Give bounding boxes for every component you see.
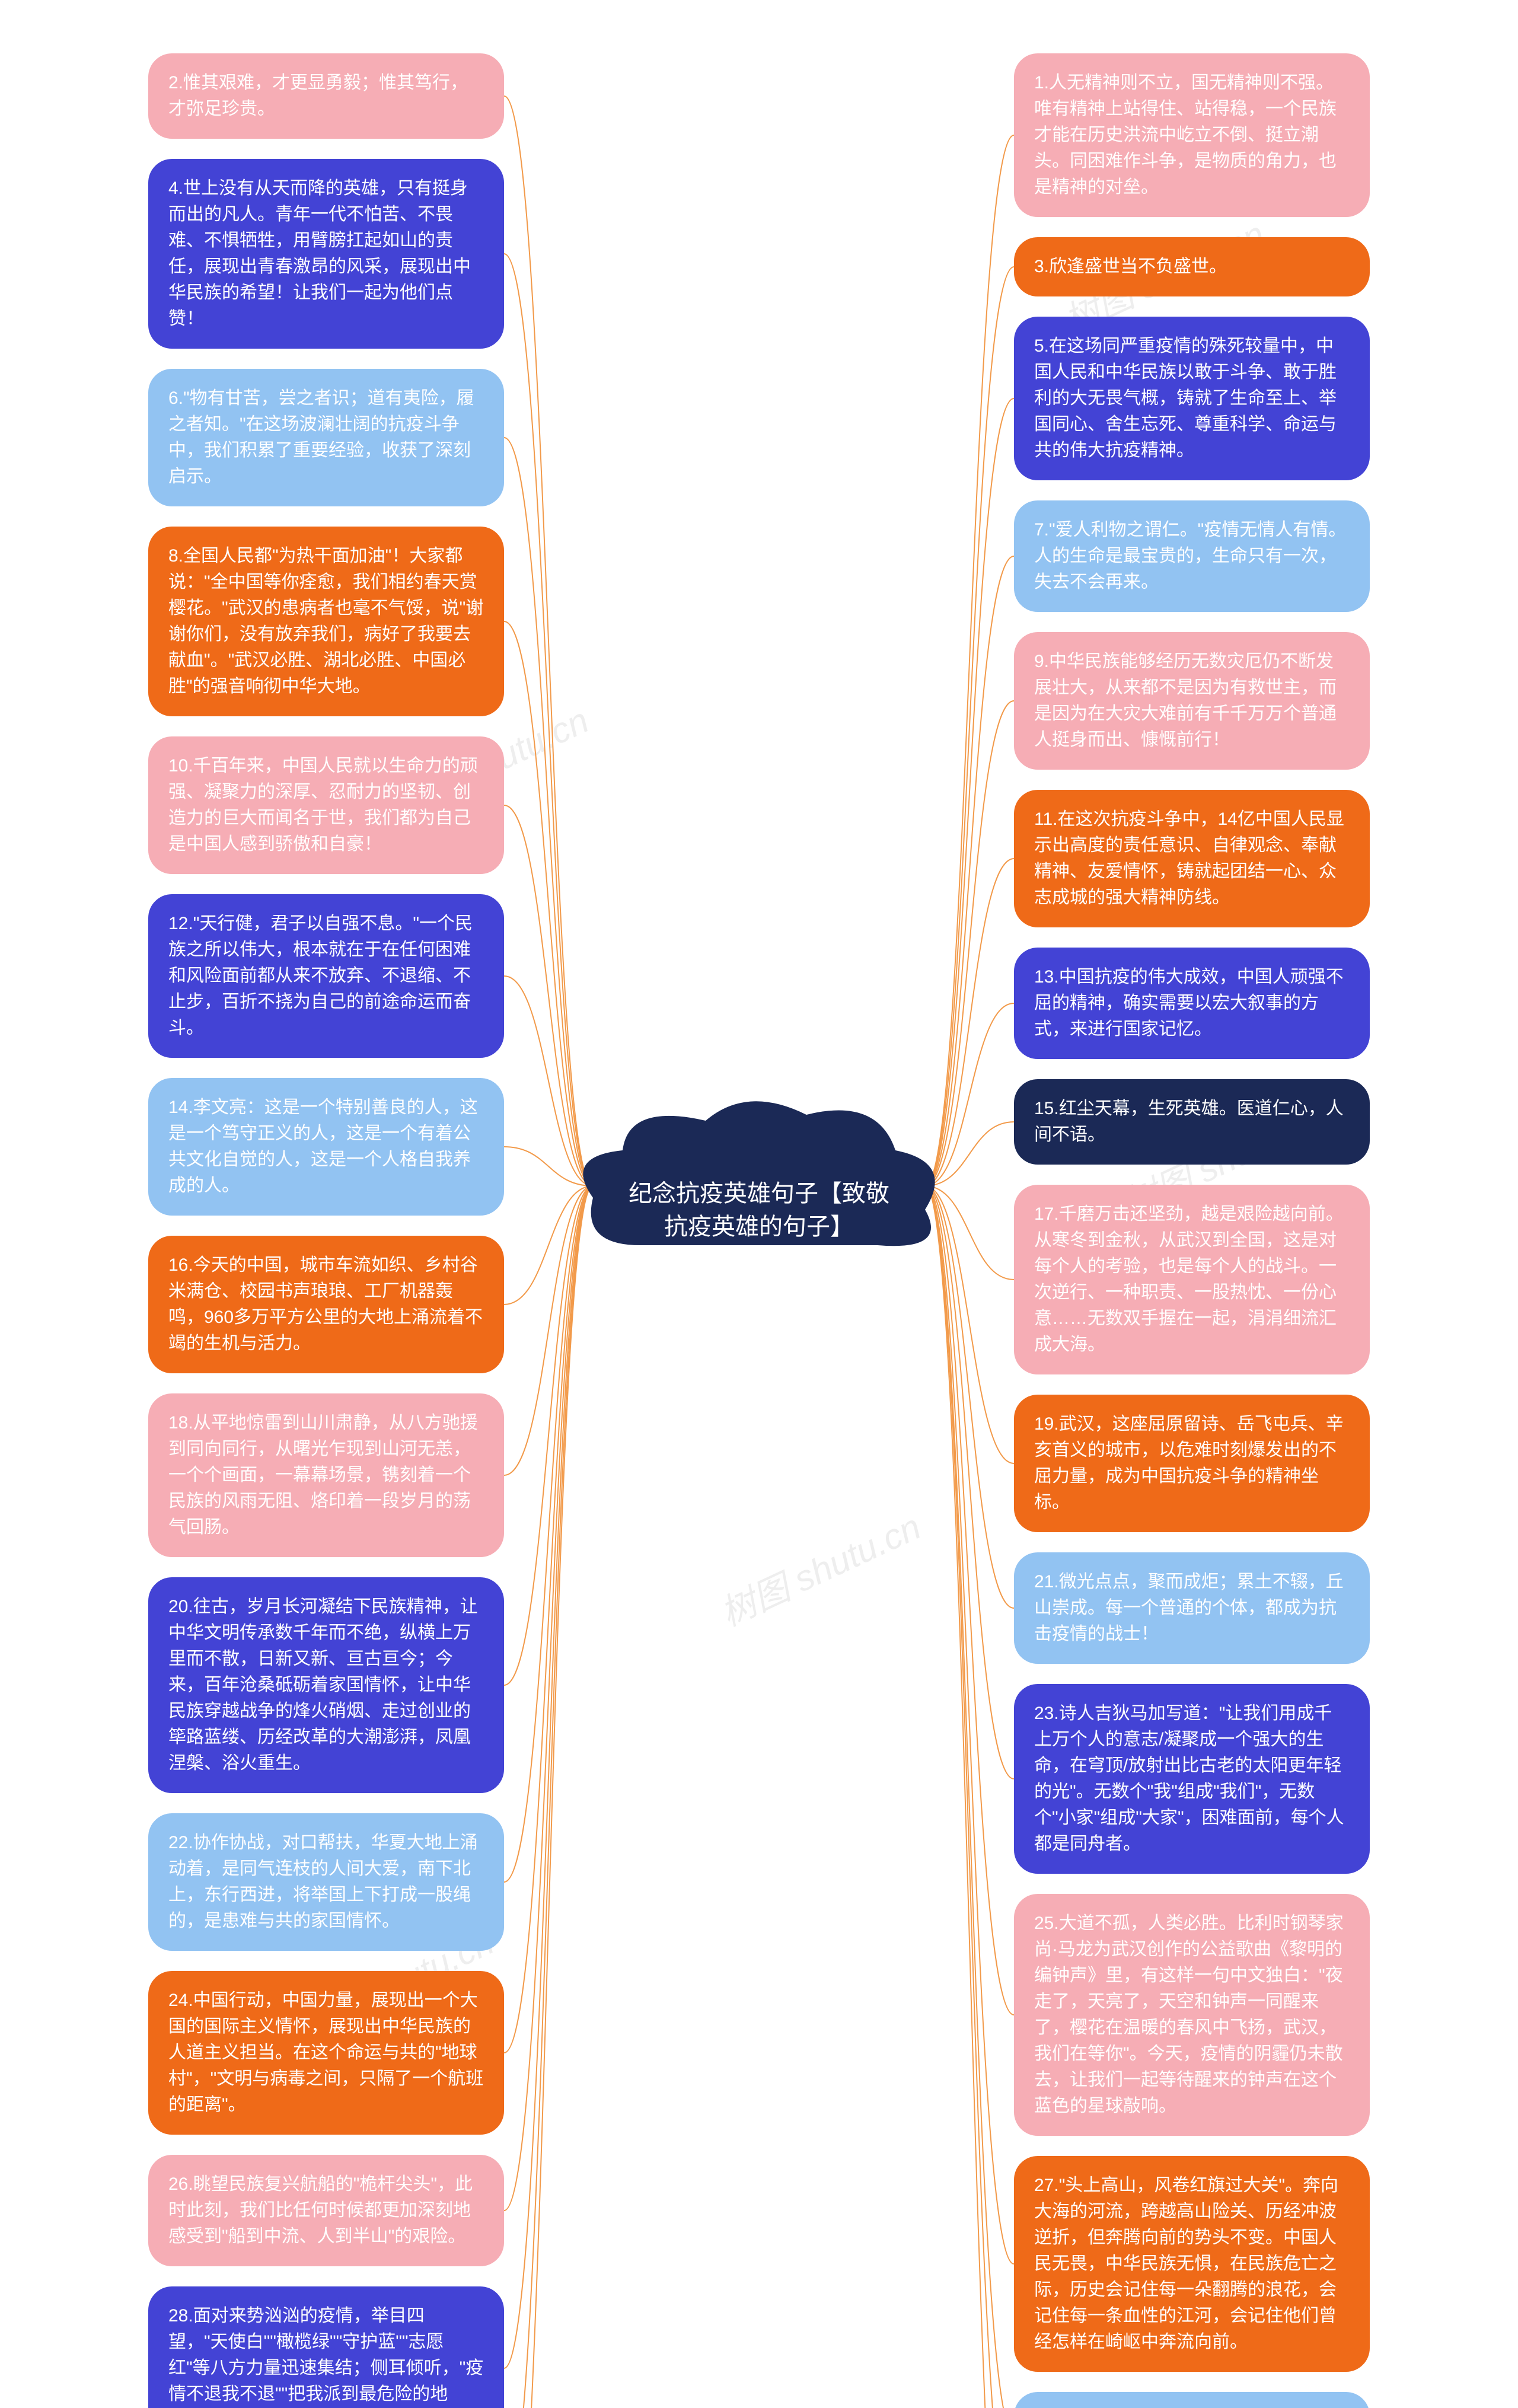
mindmap-node: 21.微光点点，聚而成炬；累土不辍，丘山崇成。每一个普通的个体，都成为抗击疫情的… <box>1014 1552 1370 1664</box>
mindmap-node: 18.从平地惊雷到山川肃静，从八方驰援到同向同行，从曙光乍现到山河无恙，一个个画… <box>148 1393 504 1557</box>
connector <box>504 438 593 1186</box>
connector <box>925 1186 1014 2408</box>
mindmap-node: 29.虽然我们这个城市失去了往日的活泼，但人间的温暖比昔日更加浓烈。 <box>1014 2392 1370 2408</box>
connector <box>925 1186 1014 2264</box>
connector <box>925 1186 1014 2408</box>
connector <box>925 1186 1014 2015</box>
connector <box>925 135 1014 1186</box>
connector <box>504 1186 593 2408</box>
mindmap-node: 6."物有甘苦，尝之者识；道有夷险，履之者知。"在这场波澜壮阔的抗疫斗争中，我们… <box>148 369 504 506</box>
mindmap-node: 12."天行健，君子以自强不息。"一个民族之所以伟大，根本就在于在任何困难和风险… <box>148 894 504 1058</box>
mindmap-node: 7."爱人利物之谓仁。"疫情无情人有情。人的生命是最宝贵的，生命只有一次，失去不… <box>1014 500 1370 612</box>
mindmap-node: 23.诗人吉狄马加写道："让我们用成千上万个人的意志/凝聚成一个强大的生命，在穹… <box>1014 1684 1370 1874</box>
connector <box>925 267 1014 1186</box>
mindmap-node: 19.武汉，这座屈原留诗、岳飞屯兵、辛亥首义的城市，以危难时刻爆发出的不屈力量，… <box>1014 1395 1370 1532</box>
center-title: 纪念抗疫英雄句子【致敬抗疫英雄的句子】 <box>569 1177 949 1243</box>
connector <box>504 96 593 1186</box>
mindmap-node: 28.面对来势汹汹的疫情，举目四望，"天使白""橄榄绿""守护蓝""志愿红"等八… <box>148 2286 504 2408</box>
mindmap-node: 13.中国抗疫的伟大成效，中国人顽强不屈的精神，确实需要以宏大叙事的方式，来进行… <box>1014 948 1370 1059</box>
connector <box>504 1186 593 2053</box>
mindmap-node: 11.在这次抗疫斗争中，14亿中国人民显示出高度的责任意识、自律观念、奉献精神、… <box>1014 790 1370 927</box>
watermark: 树图 shutu.cn <box>711 1498 928 1636</box>
connector <box>504 254 593 1186</box>
mindmap-node: 25.大道不孤，人类必胜。比利时钢琴家尚·马龙为武汉创作的公益歌曲《黎明的编钟声… <box>1014 1894 1370 2136</box>
mindmap-node: 10.千百年来，中国人民就以生命力的顽强、凝聚力的深厚、忍耐力的坚韧、创造力的巨… <box>148 736 504 874</box>
mindmap-node: 1.人无精神则不立，国无精神则不强。唯有精神上站得住、站得稳，一个民族才能在历史… <box>1014 53 1370 217</box>
mindmap-canvas: 树图 shutu.cn树图 shutu.cn树图 shutu.cn树图 shut… <box>0 0 1518 2408</box>
connector <box>504 1186 593 2368</box>
mindmap-node: 3.欣逢盛世当不负盛世。 <box>1014 237 1370 296</box>
mindmap-node: 17.千磨万击还坚劲，越是艰险越向前。从寒冬到金秋，从武汉到全国，这是对每个人的… <box>1014 1185 1370 1374</box>
mindmap-node: 8.全国人民都"为热干面加油"！大家都说："全中国等你痊愈，我们相约春天赏樱花。… <box>148 527 504 716</box>
mindmap-node: 27."头上高山，风卷红旗过大关"。奔向大海的河流，跨越高山险关、历经冲波逆折，… <box>1014 2156 1370 2372</box>
mindmap-node: 9.中华民族能够经历无数灾厄仍不断发展壮大，从来都不是因为有救世主，而是因为在大… <box>1014 632 1370 770</box>
connector <box>925 398 1014 1186</box>
connector <box>925 1186 1014 2408</box>
mindmap-node: 26.眺望民族复兴航船的"桅杆尖头"，此时此刻，我们比任何时候都更加深刻地感受到… <box>148 2155 504 2266</box>
connector <box>504 1186 593 2211</box>
mindmap-node: 15.红尘天幕，生死英雄。医道仁心，人间不语。 <box>1014 1079 1370 1165</box>
center-cloud: 纪念抗疫英雄句子【致敬抗疫英雄的句子】 <box>569 1091 949 1281</box>
mindmap-node: 14.李文亮：这是一个特别善良的人，这是一个笃守正义的人，这是一个有着公共文化自… <box>148 1078 504 1216</box>
right-column: 1.人无精神则不立，国无精神则不强。唯有精神上站得住、站得稳，一个民族才能在历史… <box>1014 53 1370 2408</box>
connector <box>504 1186 593 1882</box>
mindmap-node: 5.在这场同严重疫情的殊死较量中，中国人民和中华民族以敢于斗争、敢于胜利的大无畏… <box>1014 317 1370 480</box>
mindmap-node: 2.惟其艰难，才更显勇毅；惟其笃行，才弥足珍贵。 <box>148 53 504 139</box>
mindmap-node: 16.今天的中国，城市车流如织、乡村谷米满仓、校园书声琅琅、工厂机器轰鸣，960… <box>148 1236 504 1373</box>
connector <box>504 1186 593 2408</box>
mindmap-node: 22.协作协战，对口帮扶，华夏大地上涌动着，是同气连枝的人间大爱，南下北上，东行… <box>148 1813 504 1951</box>
center-node: 纪念抗疫英雄句子【致敬抗疫英雄的句子】 <box>569 1091 949 1281</box>
mindmap-node: 4.世上没有从天而降的英雄，只有挺身而出的凡人。青年一代不怕苦、不畏难、不惧牺牲… <box>148 159 504 349</box>
mindmap-node: 20.往古，岁月长河凝结下民族精神，让中华文明传承数千年而不绝，纵横上万里而不散… <box>148 1577 504 1793</box>
mindmap-node: 24.中国行动，中国力量，展现出一个大国的国际主义情怀，展现出中华民族的人道主义… <box>148 1971 504 2135</box>
left-column: 2.惟其艰难，才更显勇毅；惟其笃行，才弥足珍贵。 4.世上没有从天而降的英雄，只有… <box>148 53 504 2408</box>
